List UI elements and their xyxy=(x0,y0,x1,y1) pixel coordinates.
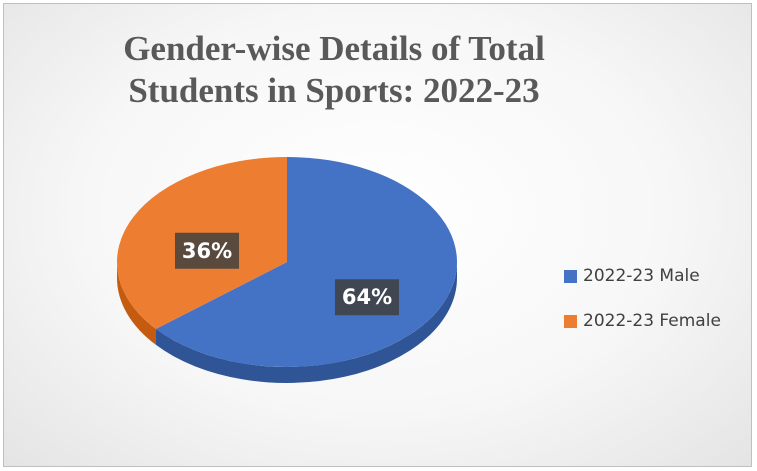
pie-plot: 64% 36% xyxy=(117,157,457,383)
data-label-box xyxy=(334,279,399,316)
data-label-text: 64% xyxy=(342,285,392,309)
data-label-box xyxy=(175,232,240,269)
legend: 2022-23 Male 2022-23 Female xyxy=(564,266,721,356)
legend-item-female: 2022-23 Female xyxy=(564,311,721,331)
chart-title: Gender-wise Details of Total Students in… xyxy=(123,29,545,110)
legend-swatch-female xyxy=(564,314,577,328)
data-label-text: 36% xyxy=(182,239,232,263)
pie-slices xyxy=(117,157,457,367)
chart-area: Gender-wise Details of Total Students in… xyxy=(3,3,752,467)
data-label-2022-23-female: 36% xyxy=(175,232,240,269)
legend-swatch-male xyxy=(564,269,577,283)
legend-label-female: 2022-23 Female xyxy=(583,311,721,331)
data-label-2022-23-male: 64% xyxy=(334,279,399,316)
pie-side-2022-23-male xyxy=(156,262,457,383)
legend-label-male: 2022-23 Male xyxy=(583,266,700,286)
pie-side-2022-23-female xyxy=(117,262,157,345)
pie-data-labels: 64% 36% xyxy=(175,232,399,316)
legend-item-male: 2022-23 Male xyxy=(564,266,721,286)
pie-depth xyxy=(117,262,457,383)
